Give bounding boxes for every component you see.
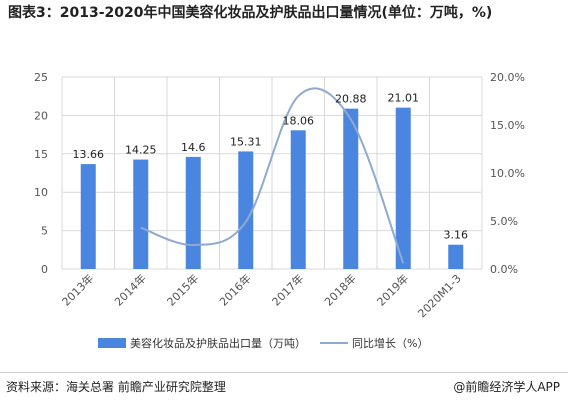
right-axis-tick-label: 20.0% [490,71,525,84]
data-label: 18.06 [283,114,315,127]
source-note: 资料来源：海关总署 前瞻产业研究院整理 [6,380,226,394]
x-axis-tick-label: 2016年 [216,271,253,308]
data-label: 15.31 [230,135,262,148]
bar [238,151,254,269]
left-axis-tick-label: 15 [34,148,48,161]
data-label: 13.66 [73,148,105,161]
data-label: 14.25 [125,144,157,157]
legend-bar-swatch [98,338,126,348]
bar-series [80,107,464,270]
data-label: 14.6 [181,141,206,154]
legend: 美容化妆品及护肤品出口量（万吨） 同比增长（%） [98,336,428,350]
bar [395,107,411,270]
bar [448,244,464,269]
x-axis-tick-label: 2020M1-3 [415,272,463,320]
legend-bar-label: 美容化妆品及护肤品出口量（万吨） [130,336,306,350]
x-axis-tick-label: 2014年 [111,271,148,308]
brand-credit: @前瞻经济学人APP [453,380,560,394]
right-axis-tick-label: 0.0% [490,263,518,276]
data-label: 20.88 [335,93,367,106]
x-axis-tick-label: 2013年 [59,271,96,308]
data-labels: 13.66 14.25 14.6 15.31 18.06 20.88 21.01 3.16 [73,92,469,242]
x-axis-tick-label: 2017年 [269,271,306,308]
x-axis-tick-label: 2018年 [321,271,358,308]
chart-title: 图表3：2013-2020年中国美容化妆品及护肤品出口量情况(单位：万吨，%) [8,5,493,21]
x-axis-labels: 2013年 2014年 2015年 2016年 2017年 2018年 2019年 2020M… [59,271,464,320]
left-axis-tick-label: 20 [34,109,48,122]
data-label: 21.01 [388,92,420,105]
gridlines [61,76,483,270]
left-axis-ticks: 0 5 10 15 20 25 [34,71,48,276]
bar [133,159,149,269]
bar [290,130,306,269]
line-series [140,87,405,264]
right-axis-tick-label: 5.0% [490,215,518,228]
left-axis-tick-label: 10 [34,186,48,199]
footer-divider [0,372,568,373]
bar [80,164,96,269]
growth-line [140,87,405,264]
left-axis-tick-label: 25 [34,71,48,84]
right-axis-tick-label: 15.0% [490,119,525,132]
legend-line-label: 同比增长（%） [352,336,428,350]
x-axis-tick-label: 2019年 [374,271,411,308]
left-axis-tick-label: 0 [41,263,48,276]
right-axis-tick-label: 10.0% [490,167,525,180]
data-label: 3.16 [444,229,469,242]
x-axis-tick-label: 2015年 [164,271,201,308]
bar [343,108,359,269]
right-axis-ticks: 0.0% 5.0% 10.0% 15.0% 20.0% [490,71,525,276]
bar [185,156,201,269]
left-axis-tick-label: 5 [41,225,48,238]
